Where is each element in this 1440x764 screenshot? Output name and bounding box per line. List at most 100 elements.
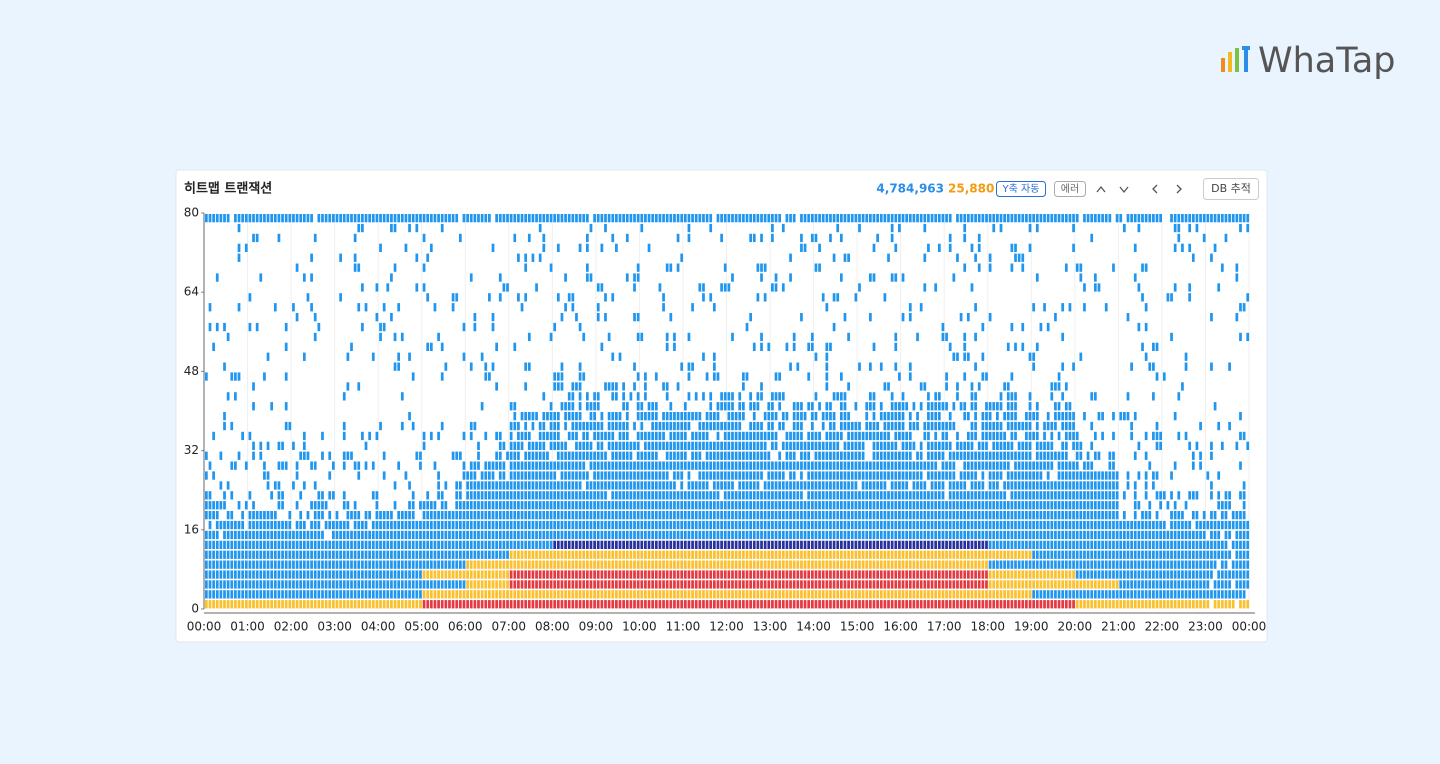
heat-cell bbox=[688, 551, 691, 559]
heat-cell bbox=[909, 471, 912, 479]
heat-cell bbox=[444, 541, 447, 549]
heat-cell bbox=[1214, 561, 1217, 569]
heat-cell bbox=[836, 442, 839, 450]
heat-cell bbox=[223, 491, 226, 499]
heat-cell bbox=[1235, 580, 1238, 588]
heat-cell bbox=[648, 452, 651, 460]
heat-cell bbox=[709, 412, 712, 420]
heat-cell bbox=[1040, 551, 1043, 559]
heat-cell bbox=[833, 422, 836, 430]
heat-cell bbox=[401, 551, 404, 559]
heat-cell bbox=[1138, 323, 1141, 331]
heat-cell bbox=[651, 412, 654, 420]
error-button-label[interactable]: 에러 bbox=[1061, 183, 1079, 195]
heat-cell bbox=[1112, 570, 1115, 578]
heat-cell bbox=[757, 422, 760, 430]
heat-cell bbox=[390, 541, 393, 549]
heat-cell bbox=[1069, 462, 1072, 470]
heat-cell bbox=[205, 491, 208, 499]
heat-cell bbox=[931, 531, 934, 539]
heat-cell bbox=[452, 531, 455, 539]
heat-cell bbox=[651, 432, 654, 440]
heat-cell bbox=[1119, 551, 1122, 559]
heat-cell bbox=[905, 471, 908, 479]
heat-cell bbox=[1072, 561, 1075, 569]
heat-cell bbox=[379, 580, 382, 588]
heat-cell bbox=[731, 402, 734, 410]
heat-cell bbox=[840, 392, 843, 400]
heat-cell bbox=[1072, 442, 1075, 450]
heat-cell bbox=[630, 570, 633, 578]
heat-cell bbox=[430, 511, 433, 519]
heat-cell bbox=[274, 551, 277, 559]
heat-cell bbox=[698, 422, 701, 430]
heat-cell bbox=[263, 471, 266, 479]
heat-cell bbox=[455, 531, 458, 539]
heat-cell bbox=[1003, 442, 1006, 450]
heat-cell bbox=[651, 471, 654, 479]
heat-cell bbox=[738, 432, 741, 440]
heat-cell bbox=[474, 590, 477, 598]
heat-cell bbox=[234, 541, 237, 549]
heat-cell bbox=[677, 590, 680, 598]
heat-cell bbox=[945, 600, 948, 608]
heat-cell bbox=[223, 323, 226, 331]
heat-cell bbox=[405, 561, 408, 569]
heat-cell bbox=[470, 422, 473, 430]
heat-cell bbox=[960, 580, 963, 588]
heat-cell bbox=[655, 551, 658, 559]
heat-cell bbox=[662, 541, 665, 549]
heat-cell bbox=[557, 561, 560, 569]
heat-cell bbox=[931, 442, 934, 450]
heat-cell bbox=[640, 531, 643, 539]
heat-cell bbox=[571, 402, 574, 410]
heat-cell bbox=[945, 462, 948, 470]
heat-cell bbox=[463, 432, 466, 440]
heat-cell bbox=[749, 392, 752, 400]
heat-cell bbox=[513, 481, 516, 489]
heat-cell bbox=[1014, 343, 1017, 351]
heat-cell bbox=[252, 561, 255, 569]
heat-cell bbox=[394, 521, 397, 529]
y-axis-button-label[interactable]: Y축 자동 bbox=[1002, 183, 1040, 195]
heat-cell bbox=[601, 452, 604, 460]
heat-cell bbox=[702, 392, 705, 400]
heat-cell bbox=[365, 541, 368, 549]
heat-cell bbox=[365, 462, 368, 470]
heat-cell bbox=[735, 511, 738, 519]
heat-cell bbox=[949, 551, 952, 559]
heat-cell bbox=[347, 531, 350, 539]
heat-cell bbox=[630, 481, 633, 489]
heat-cell bbox=[713, 501, 716, 509]
heat-cell bbox=[386, 531, 389, 539]
heat-cell bbox=[793, 343, 796, 351]
heat-cell bbox=[1076, 551, 1079, 559]
heat-cell bbox=[1199, 551, 1202, 559]
heat-cell bbox=[644, 521, 647, 529]
heat-cell bbox=[542, 491, 545, 499]
heat-cell bbox=[884, 412, 887, 420]
heat-cell bbox=[854, 570, 857, 578]
heat-cell bbox=[811, 442, 814, 450]
heat-cell bbox=[963, 600, 966, 608]
heat-cell bbox=[825, 462, 828, 470]
db-button-label[interactable]: DB 추적 bbox=[1211, 182, 1251, 195]
heat-cell bbox=[1032, 353, 1035, 361]
heat-cell bbox=[249, 551, 252, 559]
heat-cell bbox=[869, 491, 872, 499]
heat-cell bbox=[873, 561, 876, 569]
heat-cell bbox=[709, 590, 712, 598]
heat-cell bbox=[767, 600, 770, 608]
heat-cell bbox=[847, 551, 850, 559]
heat-cell bbox=[1076, 452, 1079, 460]
heat-cell bbox=[949, 452, 952, 460]
heat-cell bbox=[1054, 402, 1057, 410]
heat-cell bbox=[840, 521, 843, 529]
heat-cell bbox=[996, 501, 999, 509]
heat-cell bbox=[923, 561, 926, 569]
heat-cell bbox=[528, 561, 531, 569]
heat-cell bbox=[847, 471, 850, 479]
heat-cell bbox=[513, 462, 516, 470]
heat-cell bbox=[786, 501, 789, 509]
heat-cell bbox=[818, 501, 821, 509]
